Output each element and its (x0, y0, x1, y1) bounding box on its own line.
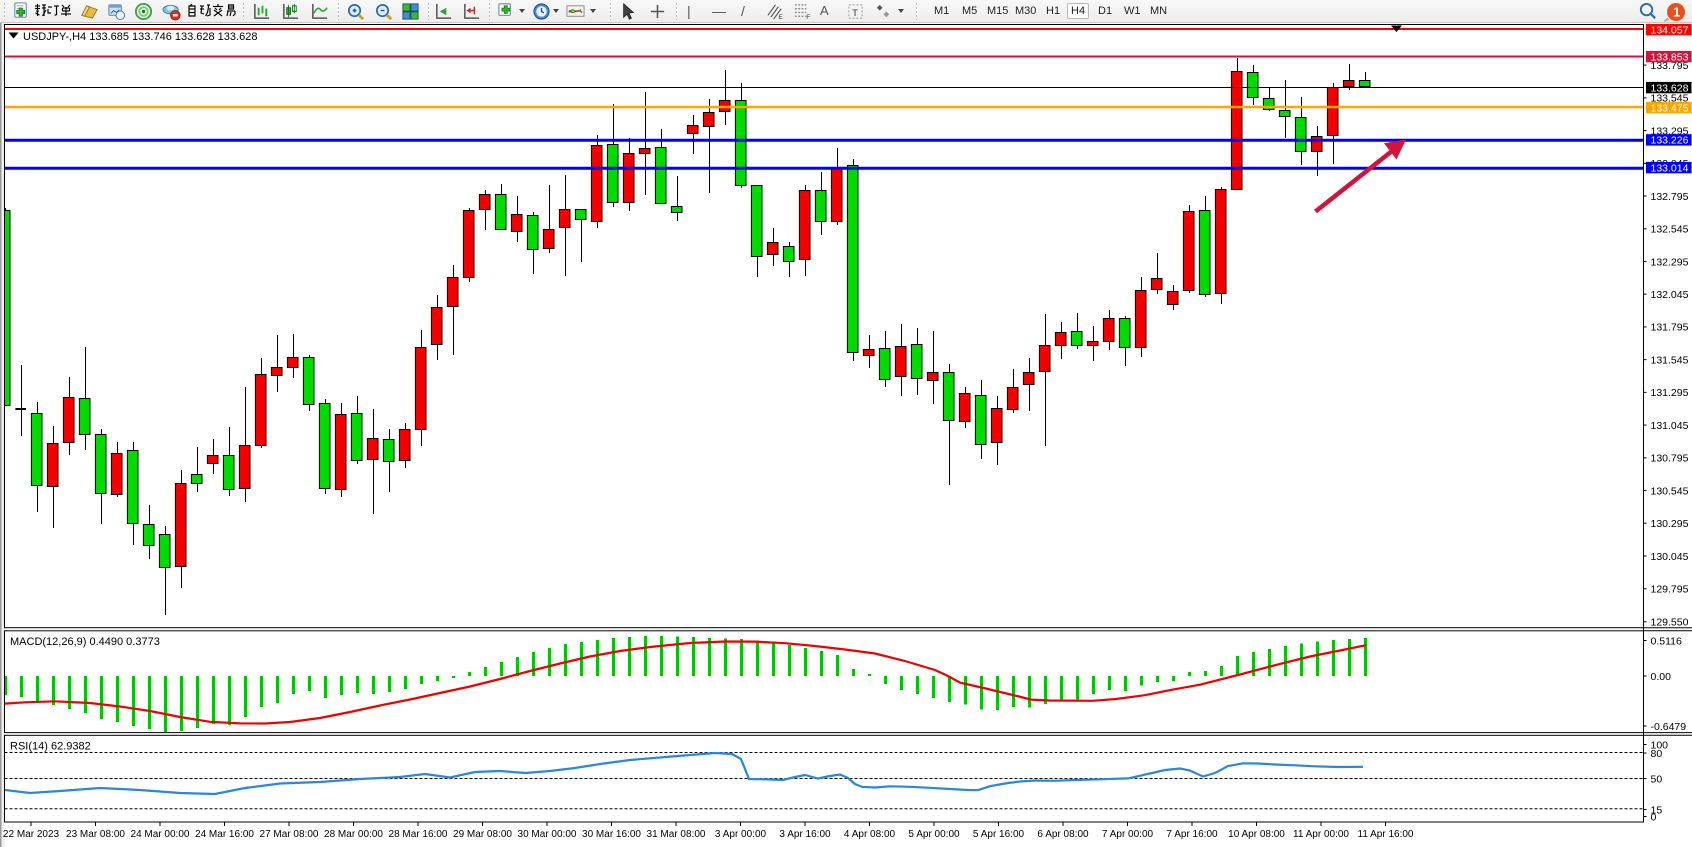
svg-text:31 Mar 08:00: 31 Mar 08:00 (647, 829, 706, 840)
svg-text:133.545: 133.545 (1651, 93, 1689, 105)
svg-text:E: E (778, 14, 783, 21)
svg-text:30 Mar 00:00: 30 Mar 00:00 (518, 829, 577, 840)
svg-text:24 Mar 00:00: 24 Mar 00:00 (131, 829, 190, 840)
svg-text:28 Mar 00:00: 28 Mar 00:00 (324, 829, 383, 840)
svg-text:133.795: 133.795 (1651, 60, 1689, 72)
svg-text:7 Apr 00:00: 7 Apr 00:00 (1102, 829, 1154, 840)
svg-text:7 Apr 16:00: 7 Apr 16:00 (1166, 829, 1218, 840)
svg-text:131.545: 131.545 (1651, 354, 1689, 366)
svg-text:80: 80 (1651, 748, 1663, 760)
svg-text:5 Apr 00:00: 5 Apr 00:00 (908, 829, 960, 840)
svg-text:5 Apr 16:00: 5 Apr 16:00 (973, 829, 1025, 840)
svg-text:134.057: 134.057 (1651, 24, 1689, 36)
svg-text:23 Mar 08:00: 23 Mar 08:00 (66, 829, 125, 840)
svg-text:30 Mar 16:00: 30 Mar 16:00 (582, 829, 641, 840)
svg-text:MACD(12,26,9) 0.4490 0.3773: MACD(12,26,9) 0.4490 0.3773 (10, 636, 160, 648)
svg-text:50: 50 (1651, 773, 1663, 785)
svg-text:130.545: 130.545 (1651, 485, 1689, 497)
svg-text:132.545: 132.545 (1651, 224, 1689, 236)
svg-text:F: F (806, 14, 810, 21)
svg-text:0.5116: 0.5116 (1651, 635, 1682, 647)
svg-text:130.795: 130.795 (1651, 453, 1689, 465)
svg-text:6 Apr 08:00: 6 Apr 08:00 (1037, 829, 1089, 840)
svg-text:133.226: 133.226 (1651, 135, 1689, 147)
svg-text:129.795: 129.795 (1651, 584, 1689, 596)
svg-text:T: T (852, 8, 858, 19)
svg-text:133.475: 133.475 (1651, 102, 1689, 114)
svg-text:130.045: 130.045 (1651, 551, 1689, 563)
svg-text:27 Mar 08:00: 27 Mar 08:00 (260, 829, 319, 840)
svg-text:4 Apr 08:00: 4 Apr 08:00 (844, 829, 896, 840)
svg-text:11 Apr 00:00: 11 Apr 00:00 (1293, 829, 1349, 840)
svg-text:133.014: 133.014 (1651, 162, 1689, 174)
svg-text:10 Apr 08:00: 10 Apr 08:00 (1228, 829, 1285, 840)
svg-text:3 Apr 16:00: 3 Apr 16:00 (779, 829, 831, 840)
svg-text:131.295: 131.295 (1651, 387, 1689, 399)
svg-text:1: 1 (1673, 5, 1680, 20)
svg-text:USDJPY-,H4 133.685 133.746 13: USDJPY-,H4 133.685 133.746 133.628 133.6… (23, 31, 257, 43)
svg-text:22 Mar 2023: 22 Mar 2023 (3, 829, 60, 840)
svg-text:100: 100 (1651, 739, 1669, 751)
svg-text:131.045: 131.045 (1651, 420, 1689, 432)
svg-text:132.045: 132.045 (1651, 289, 1689, 301)
svg-text:133.628: 133.628 (1651, 82, 1689, 94)
svg-text:29 Mar 08:00: 29 Mar 08:00 (453, 829, 512, 840)
svg-text:0.00: 0.00 (1651, 671, 1672, 683)
svg-text:RSI(14) 62.9382: RSI(14) 62.9382 (10, 741, 91, 753)
svg-text:131.795: 131.795 (1651, 322, 1689, 334)
svg-text:130.295: 130.295 (1651, 518, 1689, 530)
svg-text:15: 15 (1651, 804, 1663, 816)
svg-text:0: 0 (1651, 811, 1657, 823)
svg-text:132.795: 132.795 (1651, 191, 1689, 203)
svg-text:11 Apr 16:00: 11 Apr 16:00 (1358, 829, 1414, 840)
svg-text:24 Mar 16:00: 24 Mar 16:00 (195, 829, 254, 840)
svg-text:-0.6479: -0.6479 (1651, 721, 1687, 733)
svg-text:133.853: 133.853 (1651, 51, 1689, 63)
svg-text:3 Apr 00:00: 3 Apr 00:00 (715, 829, 767, 840)
svg-text:129.550: 129.550 (1651, 617, 1689, 629)
svg-text:132.295: 132.295 (1651, 256, 1689, 268)
svg-text:28 Mar 16:00: 28 Mar 16:00 (389, 829, 448, 840)
